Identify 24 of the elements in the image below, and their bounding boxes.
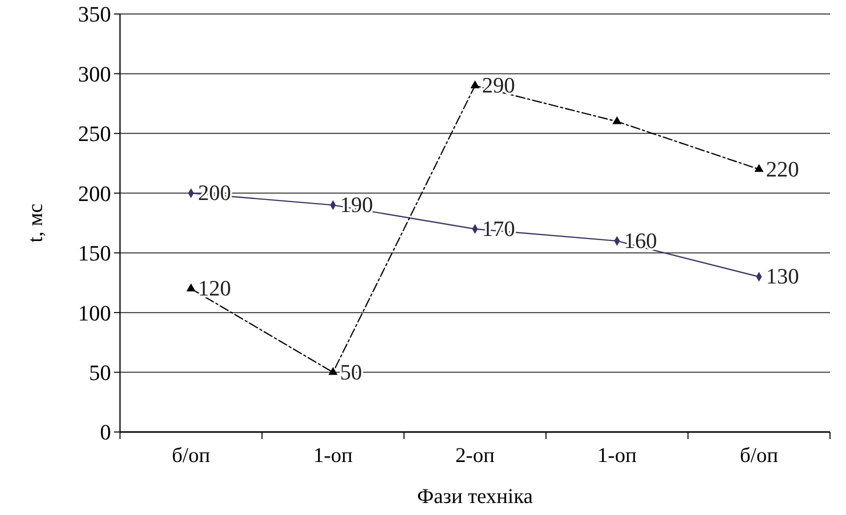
y-tick-label: 0 [100, 420, 111, 445]
point [754, 164, 764, 172]
x-tick-label: б/оп [172, 443, 210, 467]
x-tick-label: 2-оп [455, 443, 495, 467]
y-tick-label: 50 [89, 360, 111, 385]
y-tick-label: 100 [78, 300, 111, 326]
data-label: 290 [482, 72, 515, 98]
x-tick-label: 1-оп [597, 443, 637, 467]
x-axis-title: Фази техніка [417, 484, 534, 508]
data-label: 120 [198, 276, 231, 301]
point [612, 116, 622, 124]
data-label: 220 [766, 156, 799, 182]
y-tick-label: 200 [78, 180, 111, 206]
y-tick-label: 150 [78, 240, 111, 266]
data-label: 160 [624, 228, 657, 253]
point [470, 80, 480, 88]
point [186, 283, 196, 292]
y-tick-label: 250 [78, 121, 111, 146]
y-axis-title: t, мс [23, 204, 47, 242]
data-label: 130 [766, 264, 799, 289]
x-tick-label: 1-оп [313, 443, 353, 467]
y-tick-label: 350 [78, 2, 111, 27]
y-tick-label: 300 [78, 61, 111, 86]
x-tick-label: б/оп [740, 443, 778, 467]
